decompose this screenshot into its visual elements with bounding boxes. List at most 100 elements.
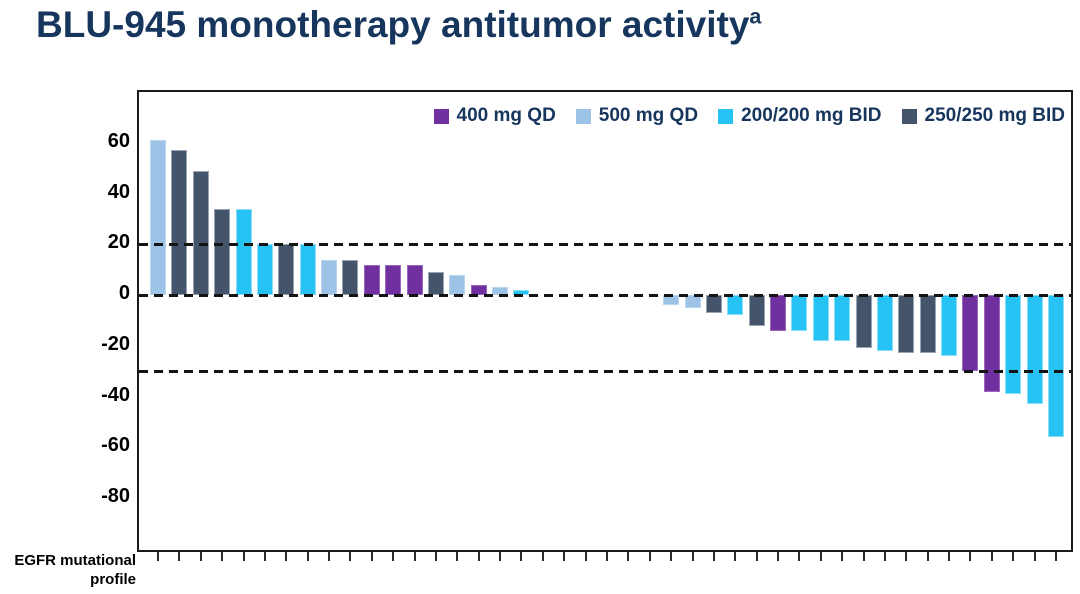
- bar: [748, 295, 765, 326]
- x-tick: [328, 552, 331, 561]
- bar: [684, 295, 701, 308]
- legend-label: 400 mg QD: [456, 105, 556, 126]
- bar: [791, 295, 808, 331]
- y-tick-label: 20: [107, 231, 130, 254]
- x-axis-label-line1: EGFR mutational: [14, 552, 136, 569]
- legend-label: 250/250 mg BID: [924, 105, 1065, 126]
- reference-line--30: [139, 369, 1071, 373]
- legend-swatch-icon: [718, 108, 734, 124]
- reference-line-0: [139, 293, 1071, 297]
- bar: [834, 295, 851, 341]
- legend-label: 500 mg QD: [598, 105, 699, 126]
- bar: [812, 295, 829, 341]
- bar: [705, 295, 722, 313]
- x-tick: [969, 552, 972, 561]
- bar: [663, 295, 680, 306]
- x-tick: [862, 552, 865, 561]
- x-tick: [777, 552, 780, 561]
- x-tick: [477, 552, 480, 561]
- bar: [449, 274, 466, 296]
- x-tick: [157, 552, 159, 561]
- x-tick: [499, 552, 502, 561]
- legend-label: 200/200 mg BID: [741, 105, 882, 126]
- x-tick: [948, 552, 951, 561]
- bar: [855, 295, 872, 349]
- bar: [770, 295, 787, 331]
- y-tick-label: 40: [107, 180, 130, 203]
- legend-swatch-icon: [901, 108, 917, 124]
- page-title-footnote-marker: a: [749, 4, 762, 29]
- y-tick-label: -60: [101, 434, 130, 457]
- bar: [278, 244, 295, 296]
- bar: [192, 170, 209, 296]
- x-tick: [798, 552, 801, 561]
- bar: [898, 295, 915, 354]
- bar: [941, 295, 958, 356]
- x-tick: [990, 552, 993, 561]
- bar: [385, 264, 402, 296]
- plot-area: 400 mg QD 500 mg QD 200/200 mg BID 250/250 …: [137, 90, 1073, 552]
- x-tick: [1033, 552, 1036, 561]
- bar: [235, 208, 252, 296]
- x-tick: [370, 552, 373, 561]
- bar: [1026, 295, 1043, 405]
- x-tick: [242, 552, 245, 561]
- bar: [983, 295, 1000, 392]
- bar: [876, 295, 893, 351]
- legend-item: 200/200 mg BID: [718, 105, 882, 127]
- bar: [363, 264, 380, 296]
- bar: [171, 150, 188, 296]
- x-tick: [392, 552, 395, 561]
- x-tick: [520, 552, 523, 561]
- x-tick: [285, 552, 288, 561]
- legend-item: 400 mg QD: [433, 105, 556, 127]
- page-title: BLU-945 monotherapy antitumor activitya: [36, 4, 761, 46]
- x-tick: [306, 552, 309, 561]
- x-tick: [883, 552, 886, 561]
- y-tick-label: -40: [101, 383, 130, 406]
- legend-swatch-icon: [433, 108, 449, 124]
- x-tick: [413, 552, 416, 561]
- legend-swatch-icon: [575, 108, 591, 124]
- legend: 400 mg QD 500 mg QD 200/200 mg BID 250/250 …: [433, 105, 1065, 127]
- x-tick: [841, 552, 844, 561]
- reference-line-20: [139, 242, 1071, 246]
- x-tick: [926, 552, 929, 561]
- x-tick: [691, 552, 694, 561]
- bar: [214, 208, 231, 296]
- x-tick: [606, 552, 608, 561]
- bar: [727, 295, 744, 316]
- bar: [406, 264, 423, 296]
- bar: [919, 295, 936, 354]
- x-tick: [648, 552, 651, 561]
- x-tick: [199, 552, 202, 561]
- legend-item: 250/250 mg BID: [901, 105, 1065, 127]
- bar: [256, 244, 273, 296]
- x-tick: [434, 552, 437, 561]
- x-tick: [456, 552, 459, 561]
- x-tick: [1055, 552, 1057, 561]
- x-tick: [670, 552, 673, 561]
- x-tick: [905, 552, 908, 561]
- y-tick-label: 0: [118, 282, 130, 305]
- x-tick: [178, 552, 181, 561]
- bar: [1005, 295, 1022, 395]
- bar: [150, 140, 166, 296]
- x-tick: [221, 552, 224, 561]
- bar: [299, 244, 316, 296]
- bar: [427, 272, 444, 296]
- x-tick: [819, 552, 822, 561]
- page-title-text: BLU-945 monotherapy antitumor activity: [36, 4, 750, 45]
- x-tick: [563, 552, 566, 561]
- y-tick-label: -80: [101, 485, 130, 508]
- bar: [321, 259, 338, 296]
- bar: [342, 259, 359, 296]
- y-tick-label: 60: [107, 129, 130, 152]
- x-tick: [734, 552, 737, 561]
- y-tick-label: -20: [101, 332, 130, 355]
- x-tick: [263, 552, 266, 561]
- bar: [962, 295, 979, 372]
- x-tick: [541, 552, 544, 561]
- x-axis-label-line2: profile: [90, 571, 136, 588]
